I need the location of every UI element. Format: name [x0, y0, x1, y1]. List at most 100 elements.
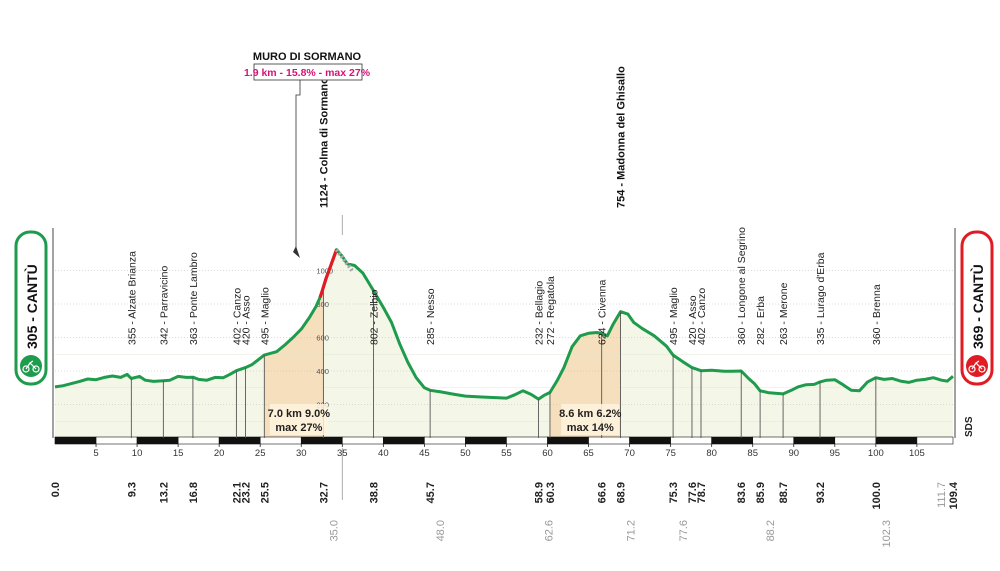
km-bar-segment [711, 436, 754, 445]
climb-stats-line1: 7.0 km 9.0% [268, 408, 331, 420]
waypoint-km-label-2: 77.6 [678, 520, 690, 541]
km-tick-label: 60 [542, 448, 553, 459]
cyclist-start-icon-wheel [22, 365, 30, 373]
km-bar-segment [506, 436, 548, 445]
km-tick-label: 20 [214, 448, 225, 459]
cyclist-finish-icon-frame-line [971, 360, 983, 370]
muro-leader-line [295, 80, 301, 252]
waypoint-label: 342 - Parravicino [158, 265, 170, 345]
waypoint-label: 802 - Zelbio [368, 289, 380, 345]
waypoint-label: 402 - Canzo [696, 288, 708, 345]
finish-km-label: 109.4 [948, 481, 960, 509]
km-tick-label: 15 [173, 448, 184, 459]
profile-line-group [54, 248, 954, 401]
muro-title: MURO DI SORMANO [253, 51, 362, 63]
waypoint-km-label: 32.7 [318, 482, 330, 503]
km-tick-label: 5 [93, 448, 98, 459]
km-tick-label: 75 [665, 448, 676, 459]
waypoint-label: 285 - Nesso [425, 288, 437, 345]
waypoint-km-label: 93.2 [815, 482, 827, 503]
muro-stats: 1.9 km - 15.8% - max 27% [244, 67, 371, 79]
km-tick-label: 90 [788, 448, 799, 459]
sds-label: SDS [964, 416, 975, 437]
finish-badge-frame [960, 230, 994, 386]
km-bar-segment [547, 436, 589, 445]
muro-callout: MURO DI SORMANO 1.9 km - 15.8% - max 27% [244, 51, 371, 258]
waypoint-km-label: 66.6 [597, 482, 609, 503]
muro-arrow [293, 246, 300, 258]
waypoint-km-label-2: 88.2 [765, 520, 777, 541]
muro-segment [318, 249, 339, 298]
climb-box [561, 404, 620, 435]
waypoint-km-label: 58.9 [533, 482, 545, 503]
waypoint-km-label: 16.8 [188, 482, 200, 503]
km-tick-label: 70 [624, 448, 635, 459]
km-bar-segment [341, 436, 384, 445]
waypoint-label: 355 - Alzate Brianza [126, 251, 138, 345]
waypoint-label: 1124 - Colma di Sormano [318, 77, 330, 208]
cyclist-finish-icon-wheel [978, 365, 986, 373]
altitude-tick-label: 400 [316, 367, 329, 376]
km-tick-label: 40 [378, 448, 389, 459]
cyclist-start-icon-frame-line [25, 360, 37, 370]
start-badge-frame [14, 230, 48, 386]
descent-marker [334, 248, 354, 272]
km-tick-label: 65 [583, 448, 594, 459]
waypoint-km-label: 38.8 [368, 482, 380, 503]
km-bar-segment [95, 436, 138, 445]
start-km-label: 0.0 [50, 482, 62, 497]
waypoint-km-label: 23.2 [240, 482, 252, 503]
km-tick-label: 55 [501, 448, 512, 459]
waypoint-label: 360 - Longone al Segrino [736, 227, 748, 345]
km-bar-segment [670, 436, 712, 445]
waypoint-km-label: 85.9 [755, 482, 767, 503]
waypoint-label: 272 - Regatola [545, 276, 557, 345]
cyclist-finish-icon [966, 355, 988, 377]
km-axis: 5 10 15 20 25 30 35 40 45 50 55 60 65 70 75 80 85 90 95 100… [50, 436, 960, 510]
waypoint-km-label-2: 35.0 [328, 520, 340, 541]
start-badge-label: 305 - CANTÙ [23, 264, 40, 349]
waypoint-km-label: 9.3 [126, 482, 138, 497]
waypoint-km-label-2: 71.2 [626, 520, 638, 541]
km-bar-segment [588, 436, 630, 445]
km-tick-label: 85 [747, 448, 758, 459]
waypoint-km-label: 22.1 [231, 482, 243, 503]
altitude-tick-label: 600 [316, 334, 329, 343]
km-bar-segment [218, 436, 261, 445]
km-bar-segment [54, 436, 97, 445]
waypoint-label: 754 - Madonna del Ghisallo [616, 66, 628, 208]
cyclist-start-icon [20, 355, 42, 377]
km-bar-segment [875, 436, 918, 445]
waypoint-km-label-2: 48.0 [435, 520, 447, 541]
km-bar-segment [916, 436, 954, 445]
altitude-tick-label: 800 [316, 300, 329, 309]
waypoint-km-label: 45.7 [425, 482, 437, 503]
waypoint-label: 263 - Merone [778, 282, 790, 345]
waypoint-km-label: 83.6 [736, 482, 748, 503]
waypoint-label: 402 - Canzo [231, 288, 243, 345]
climb-stats-line2: max 27% [275, 422, 322, 434]
waypoint-label: 363 - Ponte Lambro [188, 252, 200, 345]
waypoint-label: 335 - Lurago d'Erba [815, 252, 827, 345]
km-bar-segment [629, 436, 671, 445]
climb-box [269, 404, 328, 435]
waypoint-km-label: 78.7 [696, 482, 708, 503]
waypoint-km-label-2: 62.6 [543, 520, 555, 541]
km-tick-label: 50 [460, 448, 471, 459]
waypoint-km-label: 75.3 [668, 482, 680, 503]
cyclist-start-icon-wheel [32, 365, 40, 373]
km-tick-label: 25 [255, 448, 266, 459]
km-bar-segment [752, 436, 795, 445]
profile-line [54, 248, 954, 401]
waypoint-label: 360 - Brenna [871, 284, 883, 345]
waypoint-km-label: 25.5 [259, 482, 271, 503]
waypoint-km-label: 60.3 [545, 482, 557, 503]
km-bar-segment [177, 436, 220, 445]
waypoint-km-label: 100.0 [871, 482, 883, 510]
climb-area-1 [264, 286, 324, 438]
km-tick-label: 95 [830, 448, 841, 459]
km-bar-segment [300, 436, 343, 445]
km-tick-label: 45 [419, 448, 430, 459]
km-bar-segment [259, 436, 302, 445]
